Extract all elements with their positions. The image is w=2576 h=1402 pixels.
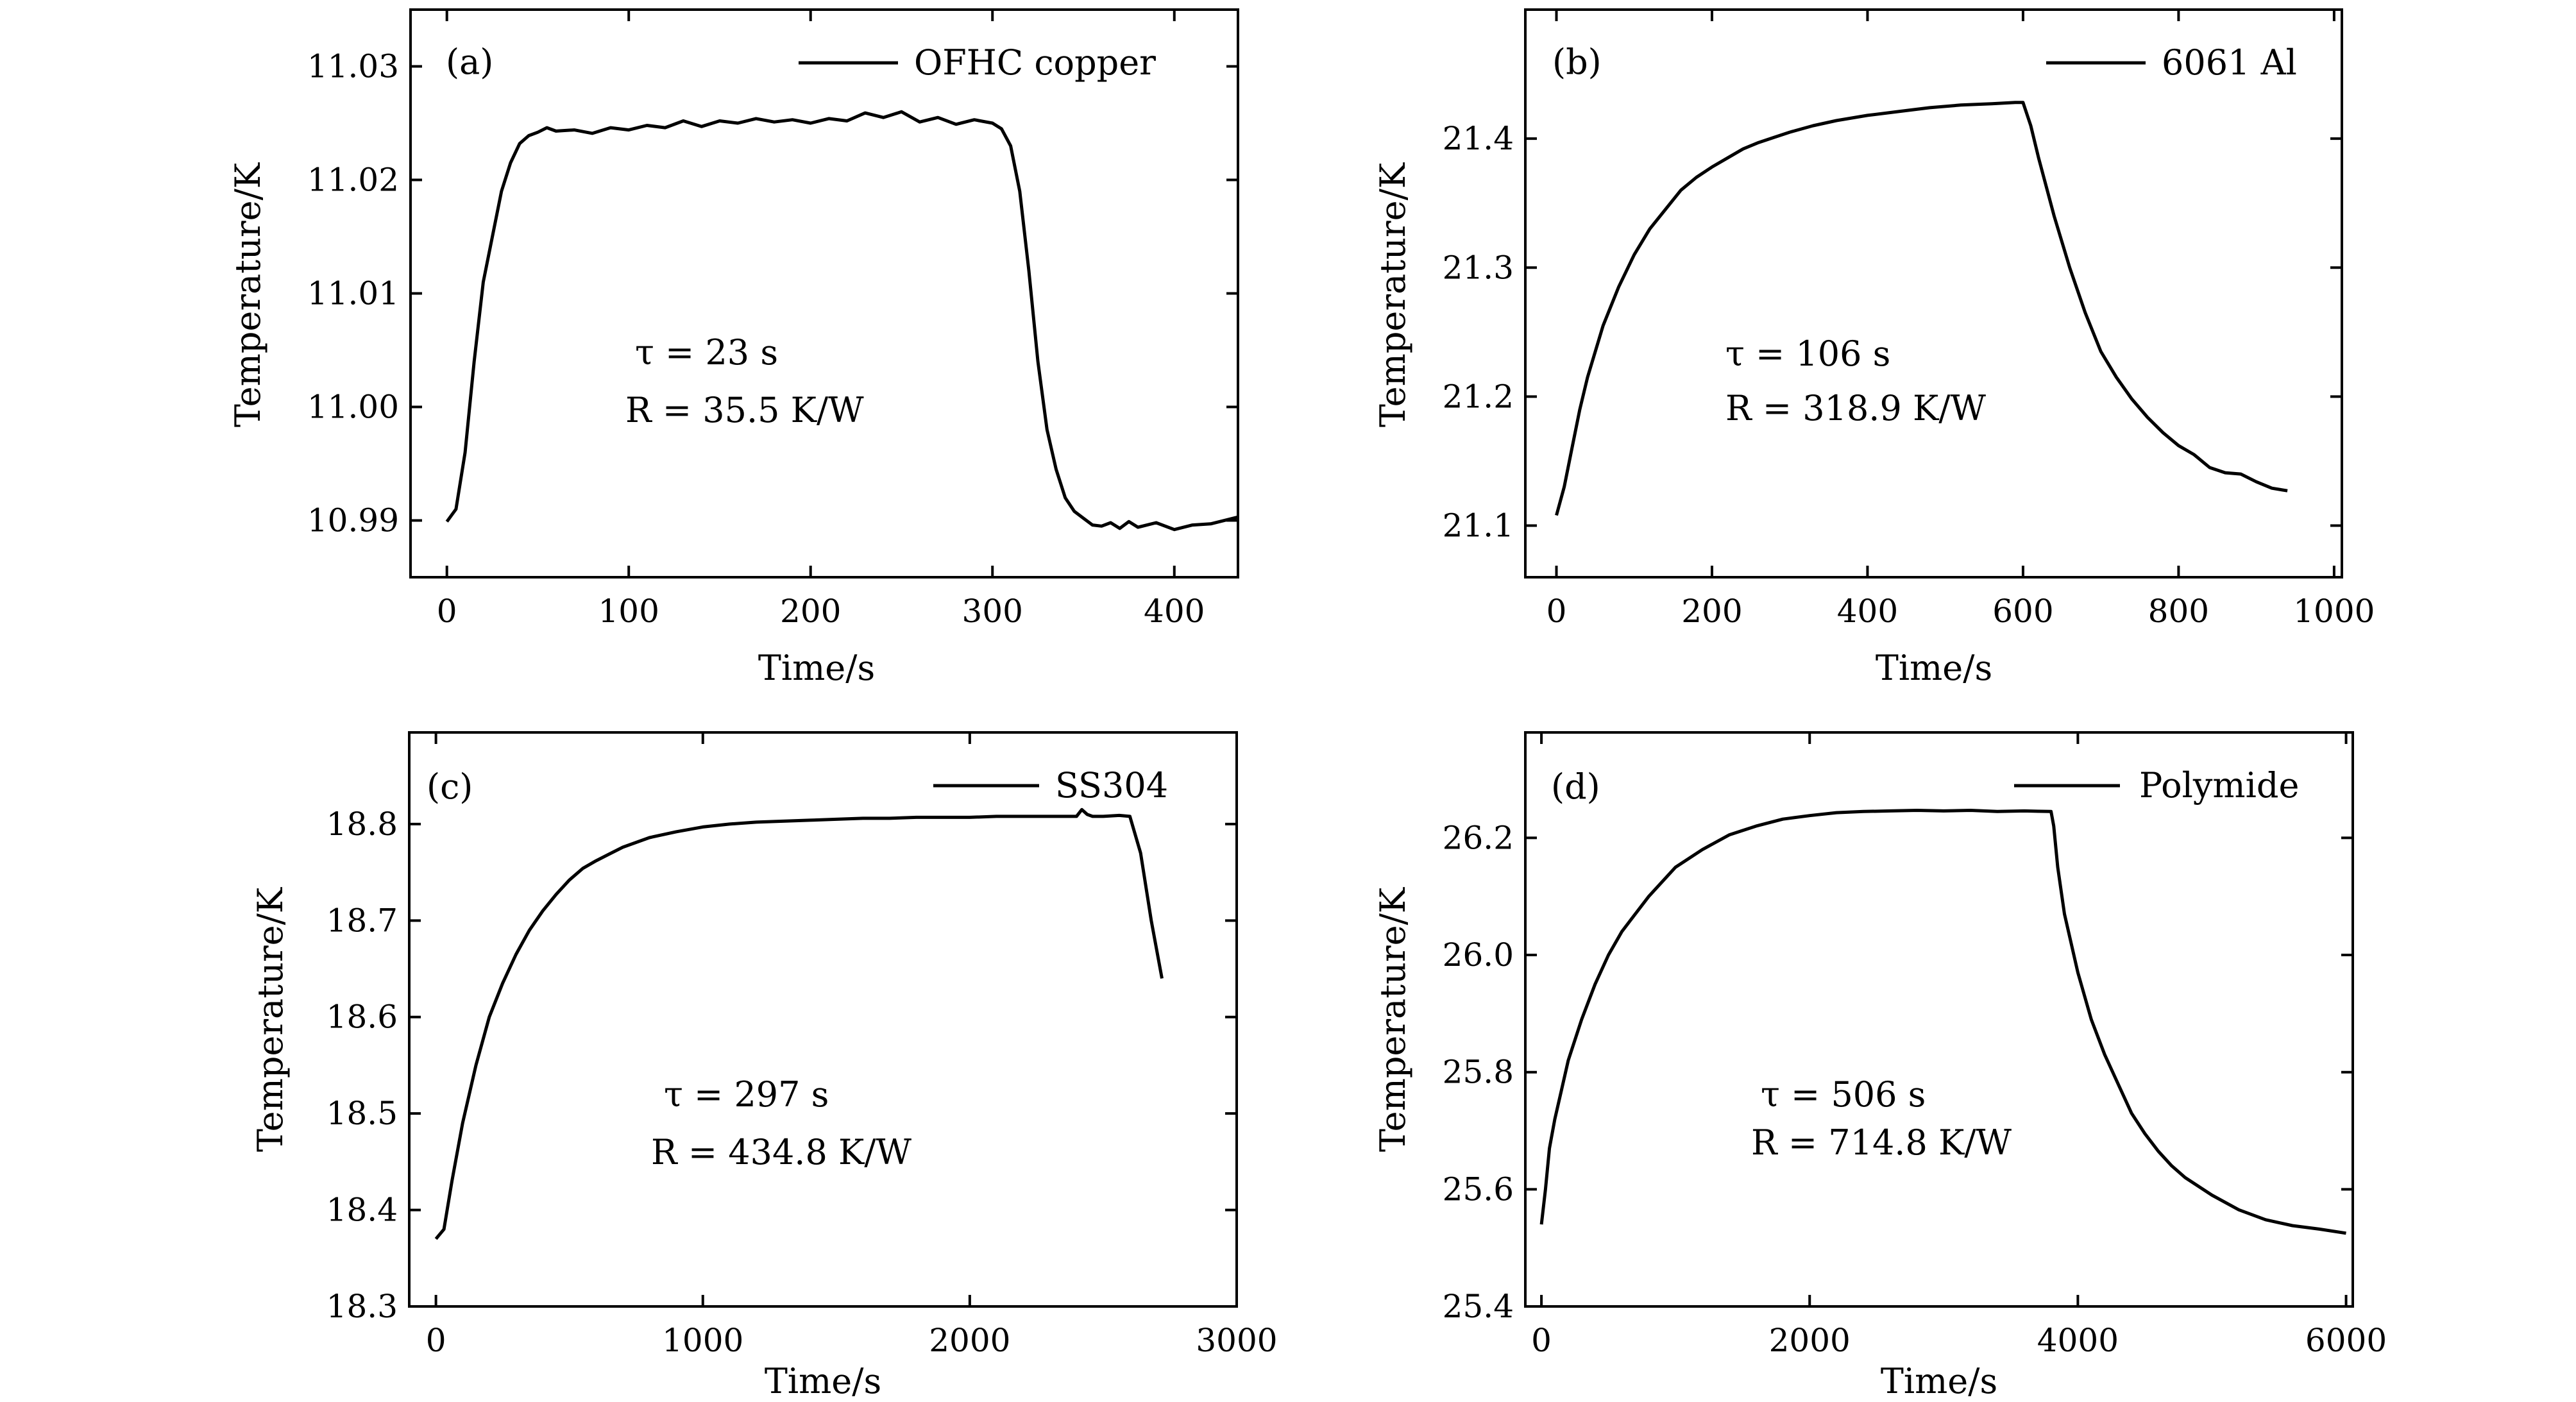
y-tick-label: 18.4: [326, 1192, 398, 1229]
x-axis-label: Time/s: [765, 1361, 881, 1401]
x-tick-label: 1000: [2293, 593, 2375, 630]
annotation-resistance: R = 434.8 K/W: [651, 1132, 912, 1172]
y-tick-label: 25.4: [1443, 1288, 1514, 1325]
plot-frame: [409, 8, 1239, 579]
series-line-6061-al: [1555, 101, 2288, 516]
y-axis-label: Temperature/K: [228, 162, 268, 427]
panel-label: (d): [1551, 766, 1600, 807]
tick-labels: 0 2000 4000 6000 25.4 25.6 25.8 26.0 26.2: [1443, 819, 2387, 1359]
panel-b: 0 200 400 600 800 1000 21.1 21.2 21.3 21.4 (b) 60…: [1373, 8, 2375, 688]
x-tick-label: 400: [1837, 593, 1898, 630]
annotation-tau: τ = 23 s: [635, 332, 778, 373]
panel-d: 0 2000 4000 6000 25.4 25.6 25.8 26.0 26.2 (d) Po…: [1373, 731, 2387, 1401]
series-line-polymide: [1539, 809, 2346, 1235]
y-tick-label: 25.6: [1443, 1170, 1514, 1208]
plot-frame: [1524, 8, 2343, 579]
tick-marks: [411, 10, 1238, 577]
series-line-ofhc-copper: [445, 110, 1239, 532]
y-tick-label: 18.5: [326, 1095, 398, 1132]
y-tick-label: 11.02: [307, 162, 399, 199]
tick-labels: 0 200 400 600 800 1000 21.1 21.2 21.3 21.4: [1443, 120, 2375, 630]
y-tick-label: 21.3: [1443, 249, 1514, 286]
x-tick-label: 0: [437, 593, 457, 630]
annotation-resistance: R = 35.5 K/W: [625, 390, 864, 430]
y-tick-label: 18.8: [326, 806, 398, 843]
panel-c: 0 1000 2000 3000 18.3 18.4 18.5 18.6 18.7 18.8 (c…: [250, 731, 1278, 1401]
x-tick-label: 300: [962, 593, 1023, 630]
tick-labels: 0 100 200 300 400 10.99 11.00 11.01 11.02 11.03: [307, 48, 1205, 630]
y-tick-label: 21.1: [1443, 507, 1514, 545]
x-tick-label: 1000: [662, 1322, 743, 1359]
y-tick-label: 21.4: [1443, 120, 1514, 157]
y-tick-label: 10.99: [307, 502, 399, 539]
y-tick-label: 21.2: [1443, 378, 1514, 415]
annotation-tau: τ = 297 s: [664, 1074, 829, 1115]
x-tick-label: 3000: [1196, 1322, 1277, 1359]
x-tick-label: 100: [598, 593, 659, 630]
x-tick-label: 200: [1681, 593, 1742, 630]
y-axis-label: Temperature/K: [1373, 162, 1413, 427]
tick-marks: [1525, 732, 2353, 1308]
x-axis-label: Time/s: [1881, 1361, 1997, 1401]
y-tick-label: 26.0: [1443, 936, 1514, 974]
x-tick-label: 800: [2148, 593, 2209, 630]
tick-marks: [1525, 10, 2342, 577]
legend-label: 6061 Al: [2162, 42, 2297, 83]
y-axis-label: Temperature/K: [250, 886, 291, 1152]
y-tick-label: 25.8: [1443, 1054, 1514, 1091]
y-tick-label: 11.03: [307, 48, 399, 85]
x-axis-label: Time/s: [1876, 648, 1992, 688]
x-axis-label: Time/s: [758, 648, 875, 688]
legend-label: SS304: [1055, 765, 1168, 806]
x-tick-label: 0: [1546, 593, 1567, 630]
x-tick-label: 0: [426, 1322, 446, 1359]
panel-a: 0 100 200 300 400 10.99 11.00 11.01 11.02 11.03 (…: [228, 8, 1239, 688]
y-tick-label: 26.2: [1443, 819, 1514, 856]
plot-frame: [408, 731, 1238, 1308]
y-tick-label: 11.00: [307, 389, 399, 426]
legend-label: Polymide: [2139, 765, 2299, 806]
annotation-resistance: R = 318.9 K/W: [1725, 388, 1987, 428]
y-tick-label: 18.6: [326, 999, 398, 1036]
series-line-ss304: [434, 807, 1164, 1240]
y-tick-label: 18.3: [326, 1288, 398, 1325]
tick-labels: 0 1000 2000 3000 18.3 18.4 18.5 18.6 18.7 18.8: [326, 806, 1278, 1359]
panel-label: (b): [1552, 42, 1602, 82]
annotation-tau: τ = 506 s: [1761, 1074, 1926, 1115]
x-tick-label: 6000: [2305, 1322, 2387, 1359]
y-tick-label: 18.7: [326, 902, 398, 939]
x-tick-label: 400: [1144, 593, 1205, 630]
legend-label: OFHC copper: [914, 42, 1156, 83]
tick-marks: [409, 732, 1238, 1308]
plot-frame: [1524, 731, 2354, 1308]
x-tick-label: 2000: [929, 1322, 1010, 1359]
x-tick-label: 4000: [2037, 1322, 2119, 1359]
panel-label: (c): [427, 766, 473, 807]
annotation-resistance: R = 714.8 K/W: [1751, 1122, 2012, 1163]
y-axis-label: Temperature/K: [1373, 886, 1413, 1152]
x-tick-label: 2000: [1769, 1322, 1851, 1359]
x-tick-label: 0: [1531, 1322, 1552, 1359]
x-tick-label: 200: [780, 593, 841, 630]
y-tick-label: 11.01: [307, 275, 399, 312]
annotation-tau: τ = 106 s: [1725, 334, 1890, 374]
panel-label: (a): [446, 42, 493, 82]
x-tick-label: 600: [1992, 593, 2053, 630]
